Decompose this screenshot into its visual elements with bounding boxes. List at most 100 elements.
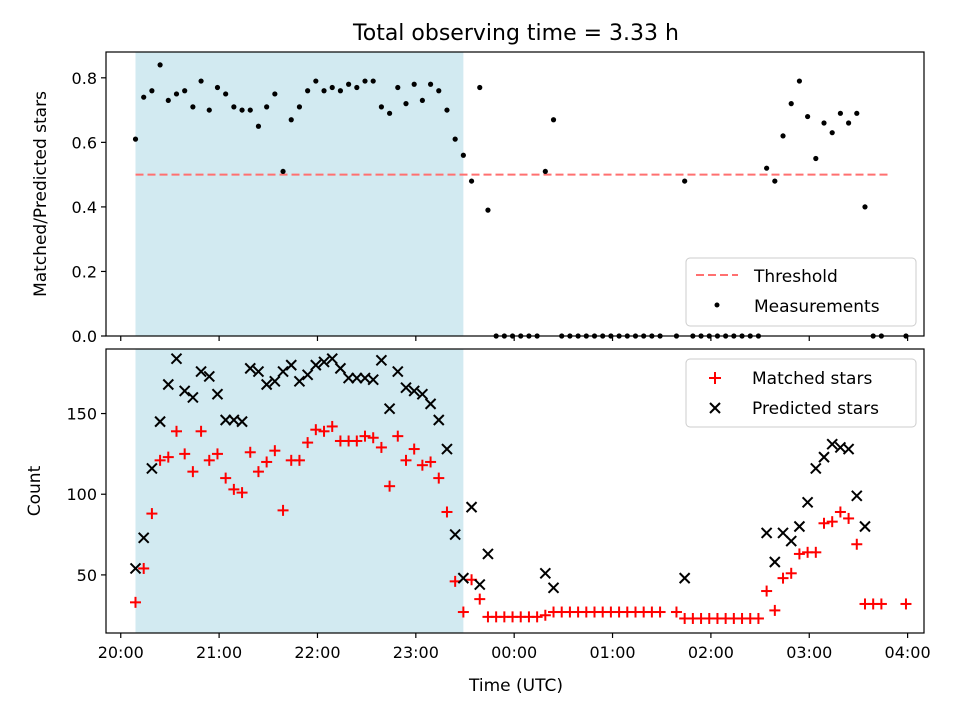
predicted-point-18: [277, 365, 289, 378]
matched-point-7: [187, 466, 199, 478]
x-axis-label: Time (UTC): [468, 676, 563, 696]
predicted-point-37: [433, 414, 445, 426]
predicted-point-0: [129, 562, 142, 575]
predicted-point-8: [195, 365, 207, 378]
xtick-label-6: 02:00: [688, 643, 734, 662]
measurement-point-3: [157, 62, 163, 68]
matched-point-33: [400, 454, 412, 466]
measurement-point-27: [354, 84, 360, 91]
predicted-point-34: [408, 385, 420, 397]
matched-point-20: [293, 454, 305, 466]
predicted-star-points: [129, 352, 871, 594]
top-ytick-label-2: 0.4: [72, 198, 97, 217]
matched-point-11: [220, 472, 232, 484]
matched-point-27: [351, 435, 363, 447]
xtick-label-8: 04:00: [885, 643, 931, 662]
matched-point-75: [752, 612, 764, 624]
measurement-point-41: [468, 178, 475, 184]
top-y-axis-label: Matched/Predicted stars: [31, 91, 51, 297]
top-ytick-label-4: 0.8: [72, 69, 97, 88]
measurement-point-33: [403, 101, 409, 107]
measurement-point-19: [288, 117, 294, 123]
measurement-point-32: [395, 84, 401, 91]
matched-point-40: [457, 606, 469, 618]
top-legend-box: [685, 257, 917, 327]
matched-point-16: [261, 456, 273, 468]
measurement-point-37: [436, 88, 442, 94]
matched-point-21: [302, 437, 314, 449]
predicted-point-58: [851, 490, 863, 502]
matched-point-35: [416, 459, 428, 471]
measurement-point-86: [845, 120, 852, 126]
measurement-point-40: [460, 152, 466, 158]
predicted-point-30: [375, 354, 388, 367]
bottom-y-ticks: 50 100 150: [66, 405, 106, 585]
predicted-point-5: [170, 352, 183, 365]
predicted-point-26: [342, 372, 355, 384]
matched-star-points: [130, 420, 912, 624]
measurement-point-8: [198, 78, 204, 84]
matched-point-15: [252, 466, 264, 478]
matched-point-91: [900, 598, 912, 610]
measurement-point-20: [296, 104, 303, 110]
measurement-point-17: [272, 91, 278, 97]
measurement-point-88: [862, 204, 868, 210]
top-y-ticks: 0.0 0.2 0.4 0.6 0.8: [72, 69, 106, 346]
matched-point-2: [146, 508, 158, 520]
predicted-point-31: [383, 402, 396, 415]
predicted-point-54: [818, 451, 830, 463]
measurement-point-39: [452, 136, 458, 142]
matched-point-9: [203, 454, 215, 466]
matched-point-23: [318, 425, 330, 437]
predicted-point-48: [769, 556, 781, 568]
measurement-point-84: [829, 130, 835, 136]
measurement-point-30: [378, 104, 384, 110]
bottom-axes-frame: [105, 348, 925, 634]
measurement-point-7: [190, 104, 196, 110]
matched-point-32: [392, 430, 404, 442]
matched-point-64: [654, 606, 666, 618]
matched-point-37: [433, 472, 445, 484]
matched-point-83: [818, 517, 830, 529]
measurement-point-22: [313, 78, 319, 84]
top-axes-frame: [105, 51, 925, 337]
xtick-label-7: 03:00: [786, 643, 832, 662]
measurement-point-28: [362, 78, 368, 84]
measurement-point-2: [149, 88, 155, 94]
matched-point-49: [531, 611, 543, 623]
matched-point-17: [269, 445, 281, 457]
predicted-point-46: [678, 572, 691, 584]
measurement-point-34: [411, 81, 417, 87]
predicted-point-59: [859, 520, 871, 533]
measurement-point-79: [788, 101, 794, 107]
matched-point-50: [539, 609, 551, 621]
predicted-point-55: [826, 438, 838, 450]
predicted-point-20: [293, 375, 306, 387]
matched-point-42: [474, 593, 486, 605]
predicted-point-17: [269, 375, 281, 387]
bottom-shaded-span: [135, 349, 464, 633]
predicted-point-47: [760, 527, 773, 539]
predicted-point-51: [793, 520, 806, 533]
predicted-point-32: [392, 365, 404, 378]
measurement-point-21: [305, 88, 311, 94]
bottom-ytick-label-2: 150: [66, 405, 97, 424]
matched-point-77: [769, 604, 781, 616]
measurement-point-12: [231, 104, 237, 110]
predicted-point-52: [801, 496, 814, 509]
predicted-point-1: [137, 532, 150, 544]
predicted-point-27: [351, 372, 363, 384]
predicted-point-36: [424, 398, 437, 410]
measurement-point-38: [444, 107, 450, 113]
top-x-ticks: [120, 336, 909, 341]
predicted-point-44: [539, 567, 552, 580]
predicted-point-21: [301, 369, 314, 381]
matched-point-3: [154, 454, 166, 466]
predicted-point-42: [474, 578, 486, 591]
legend-predicted-swatch: [709, 402, 721, 414]
measurement-point-24: [329, 84, 335, 91]
predicted-point-35: [416, 388, 429, 400]
matched-point-36: [425, 456, 437, 468]
predicted-point-9: [203, 370, 215, 383]
measurement-point-87: [854, 110, 860, 116]
